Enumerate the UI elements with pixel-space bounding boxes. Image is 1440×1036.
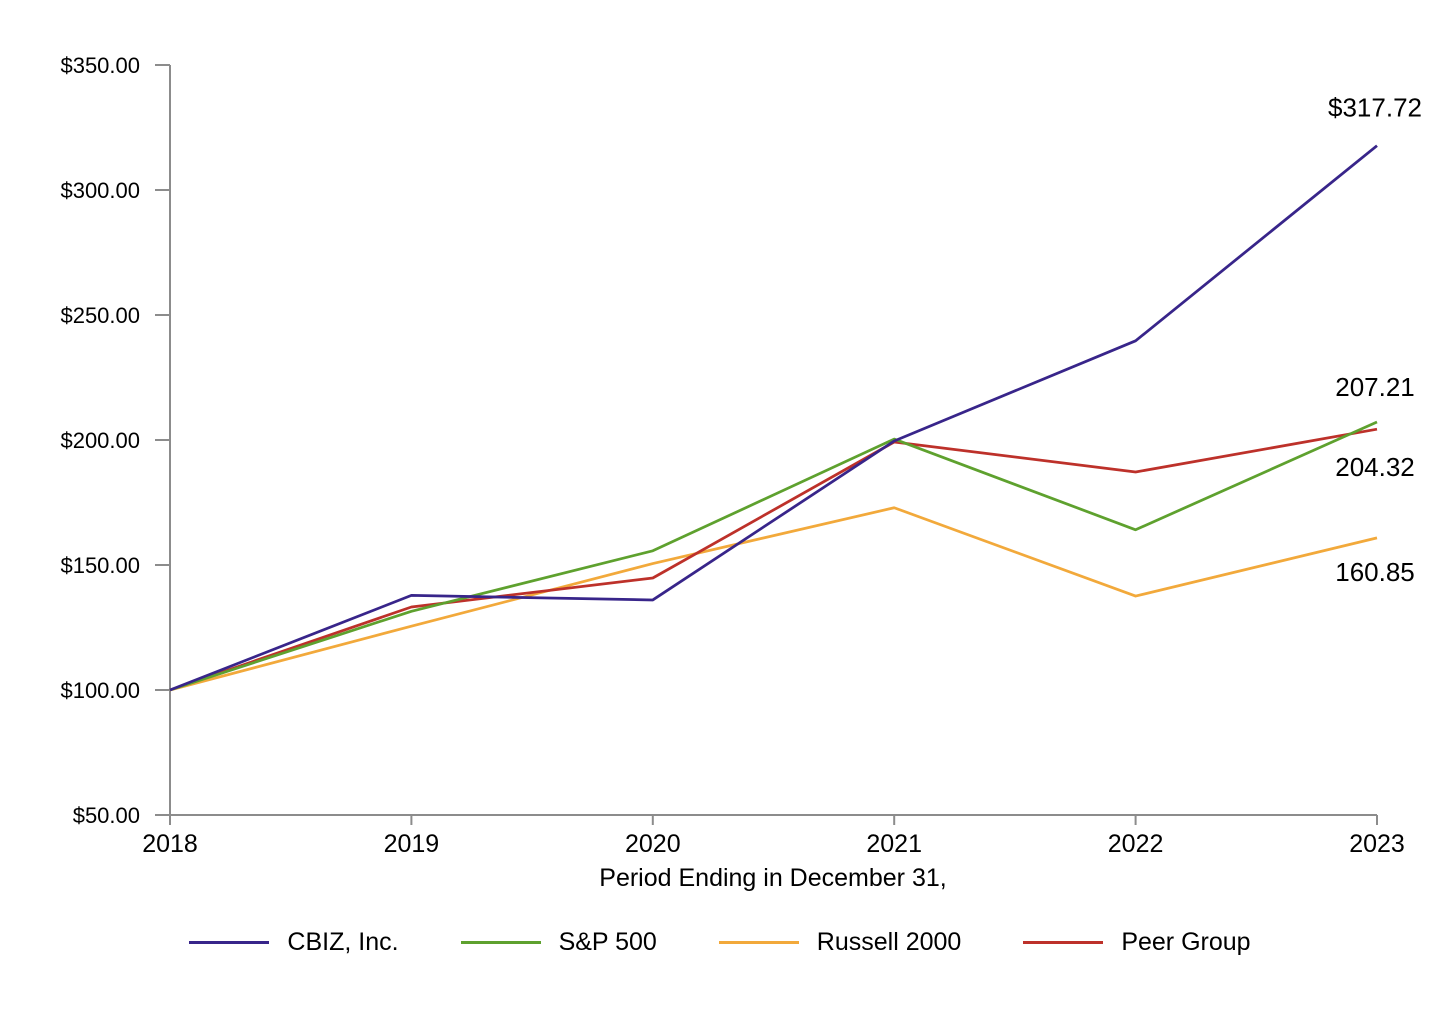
x-tick-label: 2023 bbox=[1349, 830, 1405, 858]
legend-swatch-cbiz-inc bbox=[189, 941, 270, 944]
series-line-russell-2000 bbox=[169, 506, 1378, 692]
series-line-cbiz-inc bbox=[169, 144, 1378, 692]
y-tick-label: $300.00 bbox=[60, 178, 140, 203]
x-tick-label: 2020 bbox=[625, 830, 681, 858]
x-tick-label: 2019 bbox=[384, 830, 440, 858]
y-tick-label: $100.00 bbox=[60, 678, 140, 703]
x-axis-title: Period Ending in December 31, bbox=[599, 864, 946, 892]
legend-item-cbiz-inc: CBIZ, Inc. bbox=[189, 928, 399, 957]
legend-swatch-peer-group bbox=[1023, 941, 1104, 944]
x-tick-label: 2021 bbox=[866, 830, 922, 858]
end-value-label: 204.32 bbox=[1335, 452, 1415, 482]
legend-swatch-s-p-500 bbox=[460, 941, 541, 944]
series-line-peer-group bbox=[169, 427, 1378, 692]
end-value-label: 160.85 bbox=[1335, 557, 1415, 587]
legend-item-russell-2000: Russell 2000 bbox=[718, 928, 962, 957]
legend: CBIZ, Inc. S&P 500 Russell 2000 Peer Group bbox=[0, 928, 1440, 957]
axis-lines bbox=[155, 64, 1378, 825]
legend-label-russell-2000: Russell 2000 bbox=[816, 928, 962, 956]
series-end-labels: $317.72 207.21 160.85 204.32 bbox=[1328, 93, 1422, 587]
y-tick-label: $350.00 bbox=[60, 53, 140, 78]
legend-label-s-p-500: S&P 500 bbox=[558, 928, 657, 956]
end-value-label: 207.21 bbox=[1335, 372, 1415, 402]
series-line-s-p-500 bbox=[169, 420, 1378, 692]
series-lines bbox=[169, 144, 1378, 692]
y-tick-label: $150.00 bbox=[60, 553, 140, 578]
end-value-label: $317.72 bbox=[1328, 93, 1422, 123]
x-tick-label: 2022 bbox=[1108, 830, 1164, 858]
legend-label-cbiz-inc: CBIZ, Inc. bbox=[287, 928, 399, 956]
axes bbox=[155, 64, 1378, 825]
legend-item-peer-group: Peer Group bbox=[1023, 928, 1251, 957]
x-axis-tick-labels: 2018 2019 2020 2021 2022 2023 bbox=[142, 830, 1405, 858]
legend-swatch-russell-2000 bbox=[718, 941, 799, 944]
y-axis-tick-labels: $50.00 $100.00 $150.00 $200.00 $250.00 $300.0… bbox=[60, 53, 140, 828]
x-tick-label: 2018 bbox=[142, 830, 198, 858]
y-tick-label: $250.00 bbox=[60, 303, 140, 328]
y-tick-label: $50.00 bbox=[73, 803, 140, 828]
legend-label-peer-group: Peer Group bbox=[1121, 928, 1251, 956]
y-tick-label: $200.00 bbox=[60, 428, 140, 453]
legend-item-s-p-500: S&P 500 bbox=[460, 928, 657, 957]
